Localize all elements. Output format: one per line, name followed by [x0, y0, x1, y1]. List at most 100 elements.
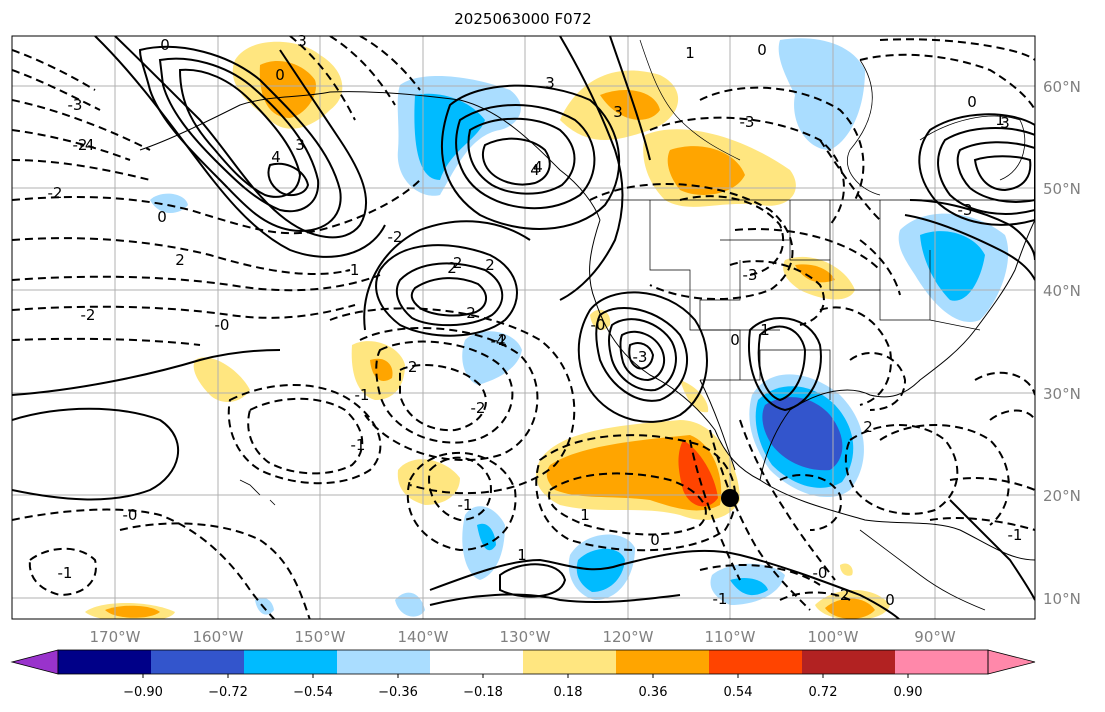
contour-label: -3 [68, 96, 83, 114]
contour-label: 1 [517, 546, 527, 564]
shade-positive [193, 357, 250, 402]
shade-positive [678, 440, 718, 507]
shade-positive [795, 264, 835, 283]
contour-label: -2 [835, 586, 850, 604]
contour-label: 4 [271, 148, 281, 166]
contour-label: 0 [885, 591, 895, 609]
shade-positive [840, 563, 853, 576]
lon-tick-label: 150°W [295, 628, 346, 646]
shade-positive [600, 90, 660, 120]
map-background [12, 36, 1035, 619]
colorbar-outline [57, 649, 989, 675]
latitude-labels: 60°N 50°N 40°N 30°N 20°N 10°N [1043, 78, 1081, 608]
colorbar-segment [523, 650, 616, 674]
dashed-contours [12, 36, 1035, 619]
colorbar-tick-label: 0.36 [639, 685, 668, 700]
shade-negative [576, 548, 625, 592]
colorbar-segment [895, 650, 988, 674]
shade-negative [730, 578, 768, 596]
coastlines [139, 39, 1035, 611]
colorbar-segment [151, 650, 244, 674]
contour-label: 0 [650, 531, 660, 549]
colorbar-tick-label: −0.72 [208, 685, 248, 700]
lon-tick-label: 120°W [603, 628, 654, 646]
colorbar-segment [709, 650, 802, 674]
contour-label: 0 [160, 36, 170, 54]
shade-negative [462, 331, 522, 385]
contour-label: -1 [355, 386, 370, 404]
contour-label: 2 [485, 256, 495, 274]
shade-positive [825, 598, 875, 619]
contour-label: -1 [713, 590, 728, 608]
contour-label: -1 [458, 496, 473, 514]
contour-label: -2 [73, 136, 88, 154]
contour-label: -2 [471, 399, 486, 417]
contour-label: -1 [351, 436, 366, 454]
shade-negative [150, 193, 188, 214]
colorbar-segment [244, 650, 337, 674]
contour-label: -1 [345, 261, 360, 279]
shade-positive [667, 146, 745, 195]
lat-tick-label: 60°N [1043, 78, 1081, 96]
contour-label: 1 [995, 111, 1005, 129]
contour-label: -0 [591, 316, 606, 334]
contour-label: -2 [388, 228, 403, 246]
contour-label: -3 [958, 201, 973, 219]
contour-label: -4 [80, 136, 95, 154]
shade-positive [546, 435, 722, 511]
contour-label: 4 [533, 158, 543, 176]
storm-center-dot [721, 489, 739, 507]
contour-label: -3 [633, 348, 648, 366]
shade-negative [477, 523, 496, 551]
shading-layer [85, 38, 1009, 619]
contour-label: -0 [215, 316, 230, 334]
contour-label: -3 [740, 113, 755, 131]
contour-labels: 3034-4-3341303-2-30222-1-0-22-2-2-2-001-… [48, 32, 1023, 609]
lat-tick-label: 40°N [1043, 282, 1081, 300]
contour-label: 3 [613, 103, 623, 121]
map-frame [11, 35, 1036, 620]
contour-label: -0 [123, 506, 138, 524]
contour-label: -1 [1008, 526, 1023, 544]
shade-positive [680, 380, 709, 413]
colorbar-segment [802, 650, 895, 674]
colorbar-tick-label: −0.90 [123, 685, 163, 700]
lon-tick-label: 90°W [914, 628, 956, 646]
lat-tick-label: 30°N [1043, 385, 1081, 403]
contour-label: 2 [175, 251, 185, 269]
colorbar-tick-label: 0.90 [894, 685, 923, 700]
contour-label: 3 [297, 32, 307, 50]
colorbar-extend-high [987, 649, 1036, 675]
colorbar-segment [430, 650, 523, 674]
lon-tick-label: 140°W [398, 628, 449, 646]
shade-negative [762, 397, 843, 471]
colorbar-tick-label: −0.18 [463, 685, 503, 700]
contour-label: 2 [863, 418, 873, 436]
contour-label: 4 [530, 161, 540, 179]
map-title: 2025063000 F072 [454, 10, 592, 28]
solid-contours [12, 36, 1035, 619]
colorbar-tick-label: 0.54 [724, 685, 753, 700]
shade-negative [920, 231, 985, 301]
contour-label: -2 [403, 358, 418, 376]
lat-tick-label: 20°N [1043, 487, 1081, 505]
contour-label: -2 [448, 254, 463, 272]
lon-tick-label: 130°W [500, 628, 551, 646]
contour-label: 3 [545, 74, 555, 92]
contour-label: 1 [580, 506, 590, 524]
contour-label: -0 [813, 564, 828, 582]
colorbar-segment [58, 650, 151, 674]
contour-label: 0 [157, 208, 167, 226]
colorbar: −0.90 −0.72 −0.54 −0.36 −0.18 0.18 0.36 0.54 0.7… [10, 649, 1036, 700]
lon-tick-label: 170°W [90, 628, 141, 646]
shade-negative [255, 597, 274, 615]
contour-label: -3 [743, 266, 758, 284]
colorbar-segment [337, 650, 430, 674]
contour-label: 1 [685, 44, 695, 62]
contour-label: 2 [447, 259, 457, 277]
contour-label: 2 [466, 304, 476, 322]
colorbar-segment [616, 650, 709, 674]
lon-tick-label: 160°W [193, 628, 244, 646]
contour-label: -2 [81, 306, 96, 324]
shade-negative [395, 592, 425, 617]
